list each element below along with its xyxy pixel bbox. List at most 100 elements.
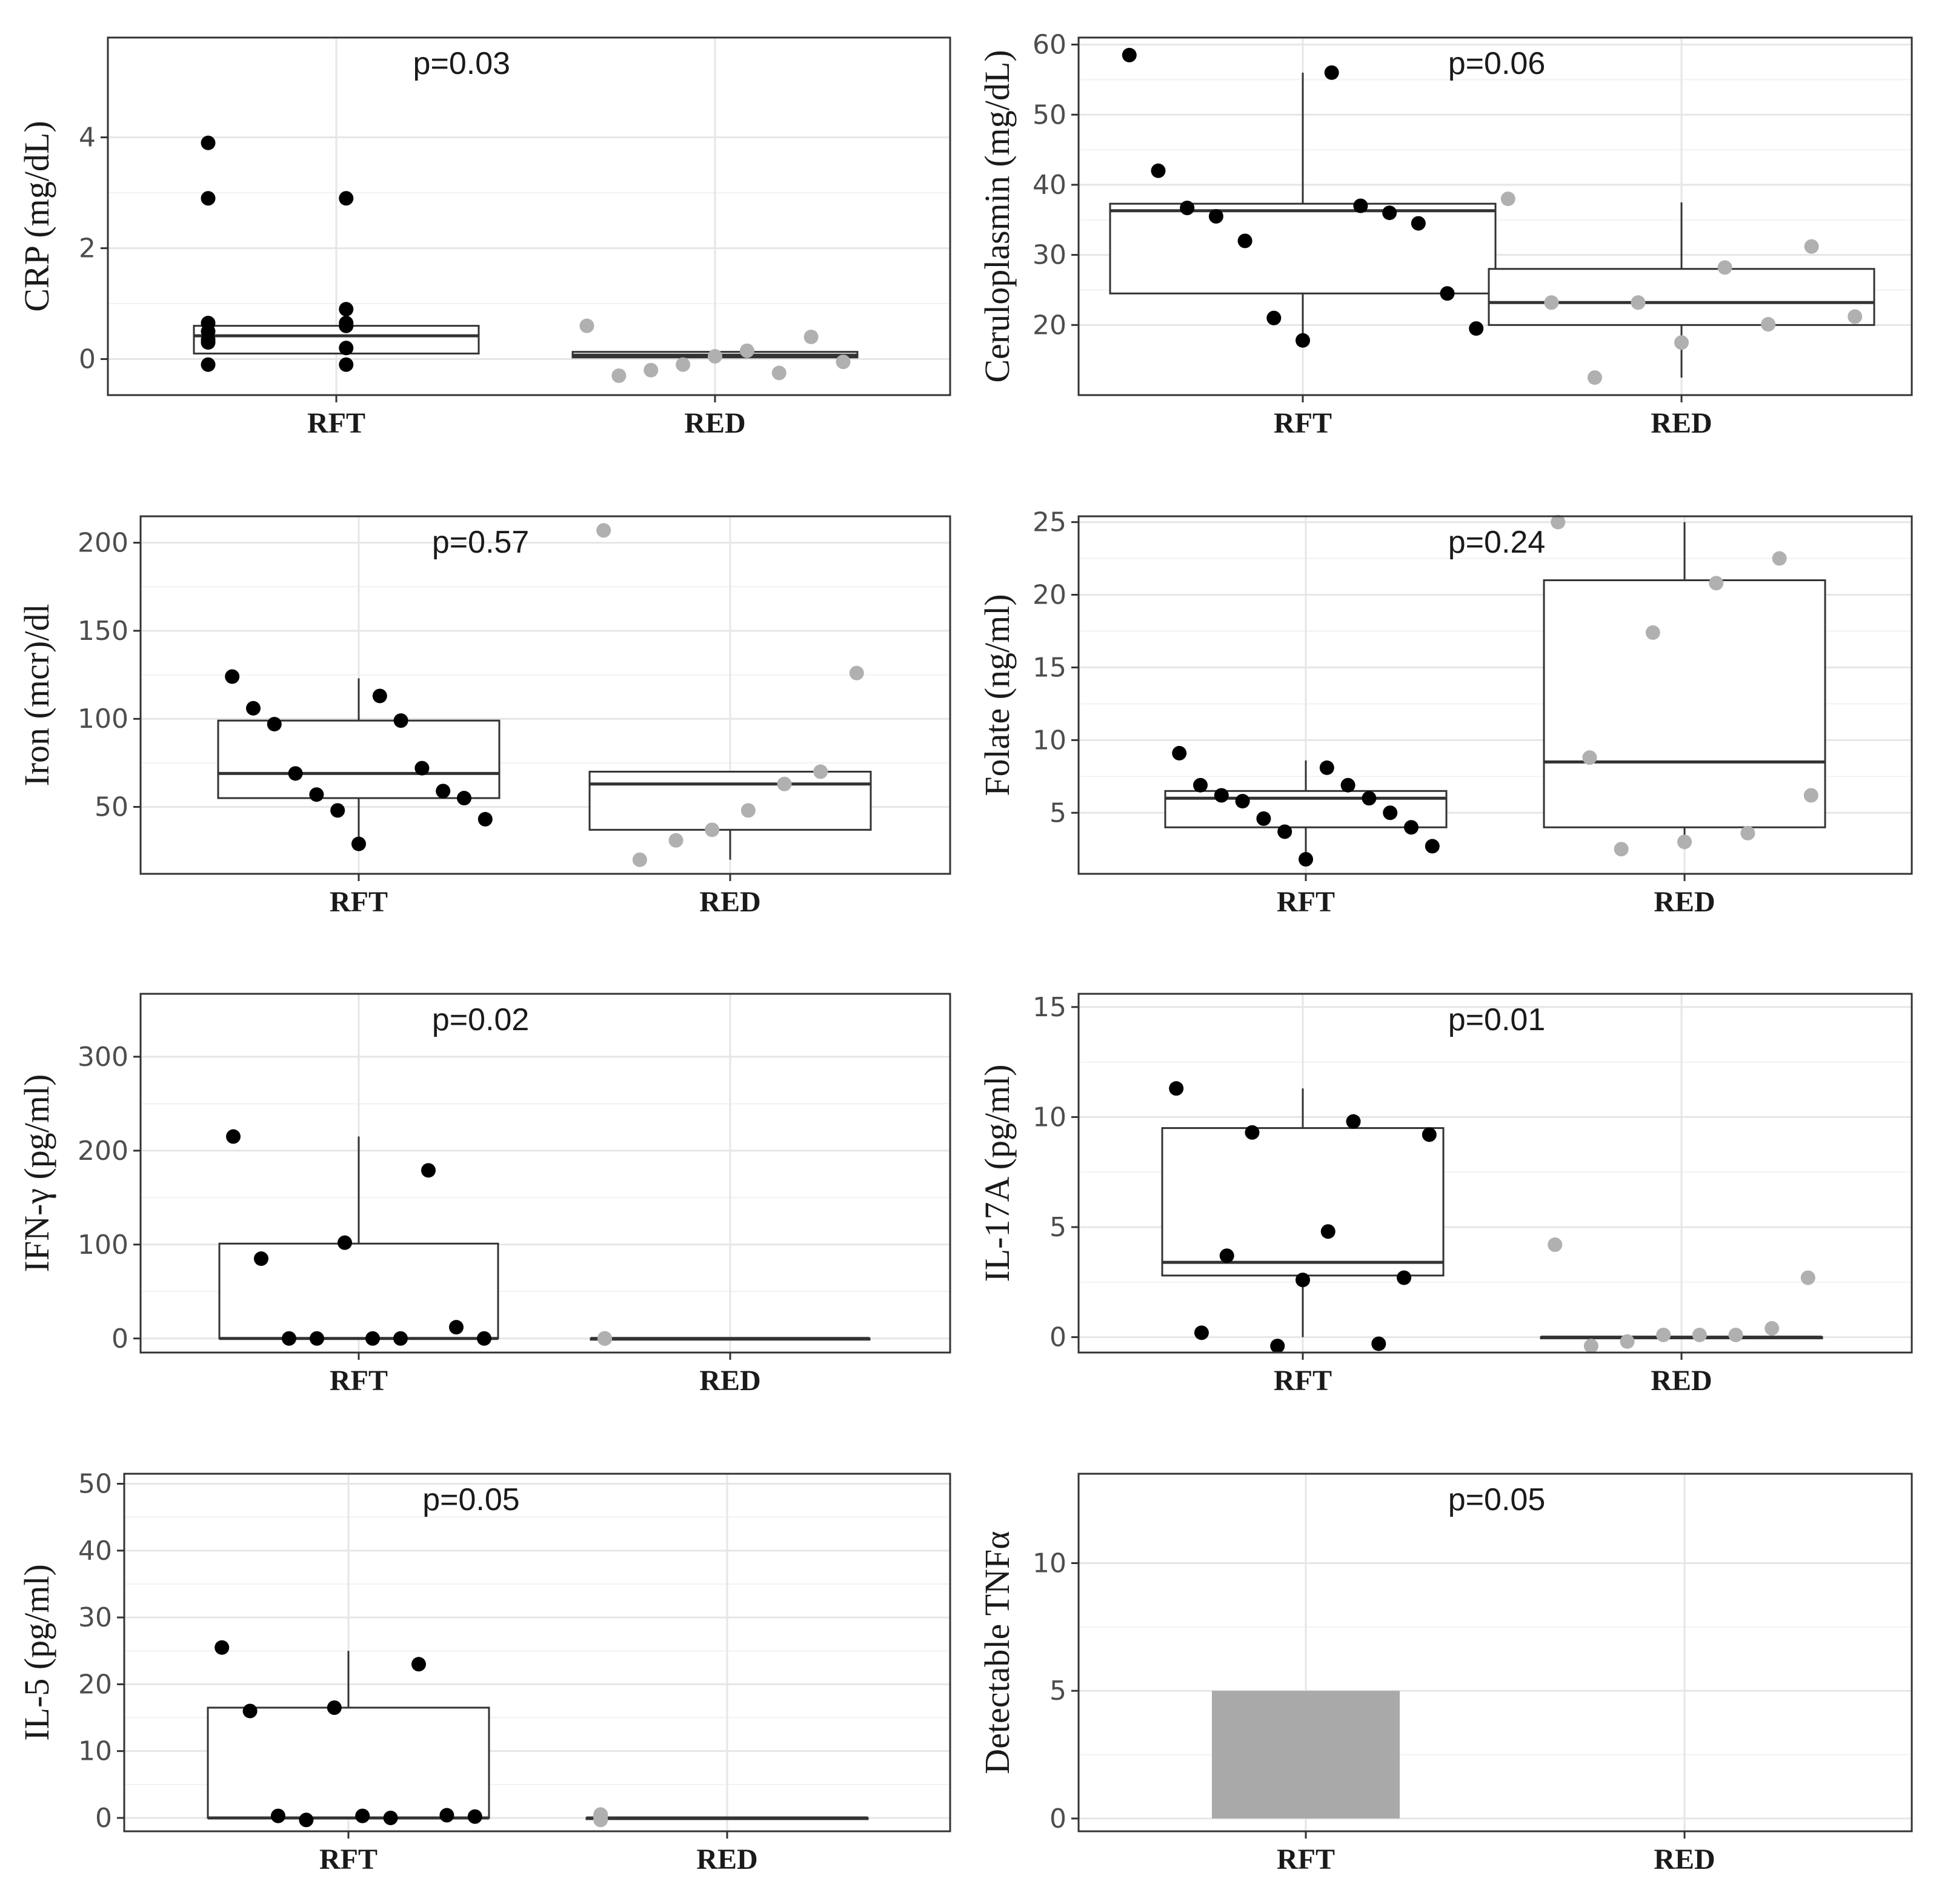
data-point-rft: [1237, 233, 1252, 248]
data-point-rft: [339, 357, 354, 372]
p-value-annotation: p=0.02: [432, 1002, 530, 1037]
data-point-red: [644, 362, 659, 378]
data-point-rft: [477, 1331, 491, 1346]
data-point-red: [1848, 309, 1863, 324]
data-point-red: [1614, 842, 1629, 857]
data-point-rft: [414, 761, 430, 776]
y-tick-label: 30: [1033, 240, 1066, 271]
data-point-rft: [1122, 47, 1137, 62]
y-tick-label: 25: [1033, 507, 1066, 538]
y-tick-label: 10: [1033, 1102, 1066, 1133]
y-tick-label: 200: [78, 1136, 128, 1167]
data-point-rft: [201, 316, 216, 331]
y-tick-label: 10: [1033, 1548, 1066, 1579]
data-point-rft: [1397, 1270, 1412, 1285]
panel-4: 5 10 15 20 25 RFT RED Folate (ng/ml) p=0.24: [977, 507, 1913, 918]
box-rft: [1161, 1127, 1445, 1277]
data-point-rft: [1346, 1114, 1361, 1129]
y-tick-label: 0: [95, 1803, 112, 1834]
data-point-rft: [1340, 777, 1356, 793]
data-point-rft: [457, 791, 471, 806]
data-point-rft: [339, 191, 354, 206]
x-category-label-red: RED: [1651, 1365, 1712, 1397]
x-category-label-rft: RFT: [319, 1843, 378, 1876]
data-point-rft: [449, 1320, 464, 1335]
data-point-rft: [1169, 1081, 1184, 1096]
x-category-label-rft: RFT: [307, 407, 365, 439]
data-point-rft: [1256, 811, 1271, 826]
data-point-rft: [1193, 777, 1208, 793]
y-axis-label: Ceruloplasmin (mg/dL): [977, 50, 1017, 382]
p-value-annotation: p=0.05: [1448, 1482, 1546, 1517]
data-point-red: [1645, 625, 1660, 640]
y-tick-label: 50: [78, 1469, 112, 1500]
data-point-rft: [267, 716, 282, 731]
data-point-rft: [1382, 205, 1397, 221]
p-value-annotation: p=0.03: [413, 46, 511, 81]
data-point-red: [676, 357, 691, 372]
data-point-red: [1631, 295, 1646, 310]
data-point-red: [1800, 1270, 1815, 1285]
data-point-rft: [1299, 852, 1313, 867]
x-category-label-rft: RFT: [1277, 886, 1335, 918]
y-tick-label: 150: [78, 616, 128, 647]
y-tick-label: 50: [1033, 99, 1066, 130]
data-point-red: [1677, 834, 1692, 850]
data-point-red: [739, 343, 754, 358]
data-point-rft: [436, 784, 451, 799]
p-value-annotation: p=0.06: [1448, 46, 1546, 81]
data-point-red: [1692, 1327, 1707, 1342]
data-point-rft: [288, 766, 303, 781]
data-point-red: [803, 329, 819, 344]
y-tick-label: 30: [78, 1602, 112, 1633]
data-point-red: [705, 822, 720, 837]
data-point-red: [1674, 335, 1689, 350]
y-tick-label: 5: [1049, 1212, 1066, 1243]
y-tick-label: 20: [1033, 310, 1066, 341]
y-tick-label: 100: [78, 704, 128, 734]
p-value-annotation: p=0.01: [1448, 1002, 1546, 1037]
y-tick-label: 0: [111, 1323, 128, 1354]
y-tick-label: 20: [1033, 580, 1066, 611]
data-point-rft: [477, 811, 493, 827]
panel-3: 50 100 150 200 RFT RED Iron (mcr)/dl p=0.57: [17, 515, 951, 918]
data-point-red: [836, 355, 851, 370]
data-point-rft: [1270, 1339, 1285, 1354]
data-point-red: [1620, 1334, 1635, 1349]
data-point-rft: [215, 1640, 230, 1655]
data-point-rft: [201, 357, 216, 372]
data-point-red: [1804, 239, 1819, 254]
y-axis-label: IL-17A (pg/ml): [977, 1064, 1017, 1282]
data-point-red: [813, 764, 828, 779]
y-axis-label: Folate (ng/ml): [977, 594, 1017, 796]
data-point-rft: [309, 787, 324, 802]
data-point-rft: [1371, 1336, 1386, 1351]
data-point-rft: [339, 316, 354, 331]
x-category-label-red: RED: [699, 1365, 760, 1397]
x-category-label-rft: RFT: [1274, 407, 1332, 439]
data-point-rft: [351, 836, 366, 851]
panel-border: [1077, 36, 1913, 396]
y-tick-label: 40: [1033, 170, 1066, 201]
x-category-label-red: RED: [1651, 407, 1712, 439]
data-point-red: [1500, 191, 1515, 207]
data-point-rft: [1319, 760, 1334, 775]
data-point-rft: [439, 1808, 454, 1823]
x-category-label-rft: RFT: [1274, 1365, 1332, 1397]
box-red: [1543, 579, 1826, 828]
y-tick-label: 100: [78, 1230, 128, 1260]
data-point-rft: [1208, 209, 1223, 224]
data-point-red: [668, 833, 684, 848]
data-point-red: [1740, 825, 1755, 840]
data-point-rft: [372, 688, 387, 704]
data-point-red: [1717, 260, 1732, 275]
data-point-rft: [1320, 1224, 1336, 1239]
panel-5: 0 100 200 300 RFT RED IFN-γ (pg/ml) p=0.02: [17, 993, 951, 1397]
data-point-red: [1728, 1327, 1743, 1342]
panel-border: [139, 993, 951, 1354]
data-point-red: [632, 852, 647, 867]
data-point-red: [1803, 788, 1818, 803]
data-point-red: [1587, 370, 1602, 385]
y-tick-label: 5: [1049, 1676, 1066, 1706]
data-point-rft: [310, 1331, 324, 1346]
